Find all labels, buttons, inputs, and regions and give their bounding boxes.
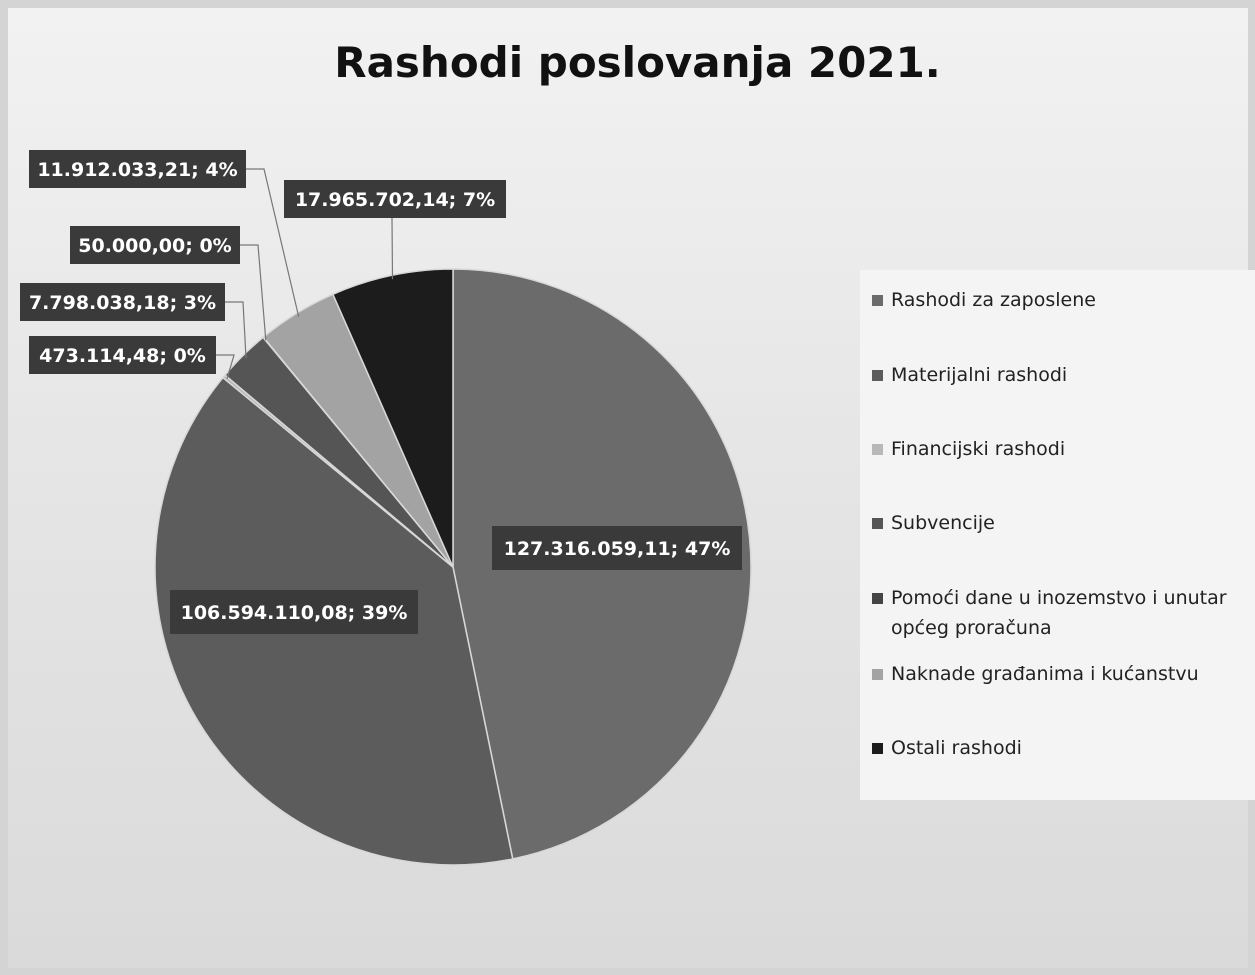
- data-label-box: [70, 226, 240, 264]
- legend-swatch: [872, 518, 883, 529]
- legend-label: Naknade građanima i kućanstvu: [891, 663, 1199, 685]
- data-label-box: [29, 336, 216, 374]
- legend-item-naknade: Naknade građanima i kućanstvu: [872, 659, 1252, 689]
- legend-item-materijalni-rashodi: Materijalni rashodi: [872, 360, 1252, 390]
- data-label-text: 17.965.702,14; 7%: [295, 189, 495, 211]
- leader-line-5: [246, 168, 300, 317]
- legend-item-rashodi-za-zaposlene: Rashodi za zaposlene: [872, 285, 1252, 315]
- legend-item-financijski-rashodi: Financijski rashodi: [872, 434, 1252, 464]
- data-label-text: 473.114,48; 0%: [39, 345, 206, 367]
- data-label-6: 17.965.702,14; 7%: [284, 180, 506, 218]
- legend: Rashodi za zaposlene Materijalni rashodi…: [860, 270, 1255, 800]
- data-label-text: 7.798.038,18; 3%: [29, 292, 216, 314]
- legend-item-pomoci-dane: Pomoći dane u inozemstvo i unutar općeg …: [872, 583, 1252, 643]
- leader-line-4: [240, 244, 267, 341]
- data-label-box: [492, 526, 742, 570]
- data-label-box: [20, 283, 225, 321]
- data-label-3: 7.798.038,18; 3%: [20, 283, 225, 321]
- leader-line-2: [216, 354, 235, 380]
- leader-line-3: [225, 301, 247, 359]
- legend-swatch: [872, 593, 883, 604]
- leader-line-6: [391, 217, 394, 280]
- pie-slice-6: [331, 268, 454, 568]
- legend-swatch: [872, 444, 883, 455]
- data-label-0: 127.316.059,11; 47%: [492, 526, 742, 570]
- legend-swatch: [872, 295, 883, 306]
- legend-swatch: [872, 370, 883, 381]
- data-label-text: 127.316.059,11; 47%: [504, 538, 731, 560]
- legend-label: Subvencije: [891, 512, 995, 534]
- data-label-1: 106.594.110,08; 39%: [170, 590, 418, 634]
- legend-item-subvencije: Subvencije: [872, 508, 1252, 538]
- data-label-box: [284, 180, 506, 218]
- legend-label: Ostali rashodi: [891, 737, 1022, 759]
- data-label-2: 473.114,48; 0%: [29, 336, 216, 374]
- legend-label: Rashodi za zaposlene: [891, 289, 1096, 311]
- legend-label: Pomoći dane u inozemstvo i unutar općeg …: [891, 587, 1227, 639]
- data-label-box: [170, 590, 418, 634]
- data-label-box: [29, 150, 246, 188]
- data-label-text: 11.912.033,21; 4%: [37, 159, 237, 181]
- data-label-4: 50.000,00; 0%: [70, 226, 240, 264]
- data-label-text: 106.594.110,08; 39%: [181, 602, 408, 624]
- chart-title: Rashodi poslovanja 2021.: [334, 38, 941, 87]
- legend-swatch: [872, 669, 883, 680]
- legend-label: Financijski rashodi: [891, 438, 1066, 460]
- legend-item-ostali-rashodi: Ostali rashodi: [872, 733, 1252, 763]
- data-label-text: 50.000,00; 0%: [78, 235, 231, 257]
- legend-label: Materijalni rashodi: [891, 364, 1068, 386]
- legend-swatch: [872, 743, 883, 754]
- data-label-5: 11.912.033,21; 4%: [29, 150, 246, 188]
